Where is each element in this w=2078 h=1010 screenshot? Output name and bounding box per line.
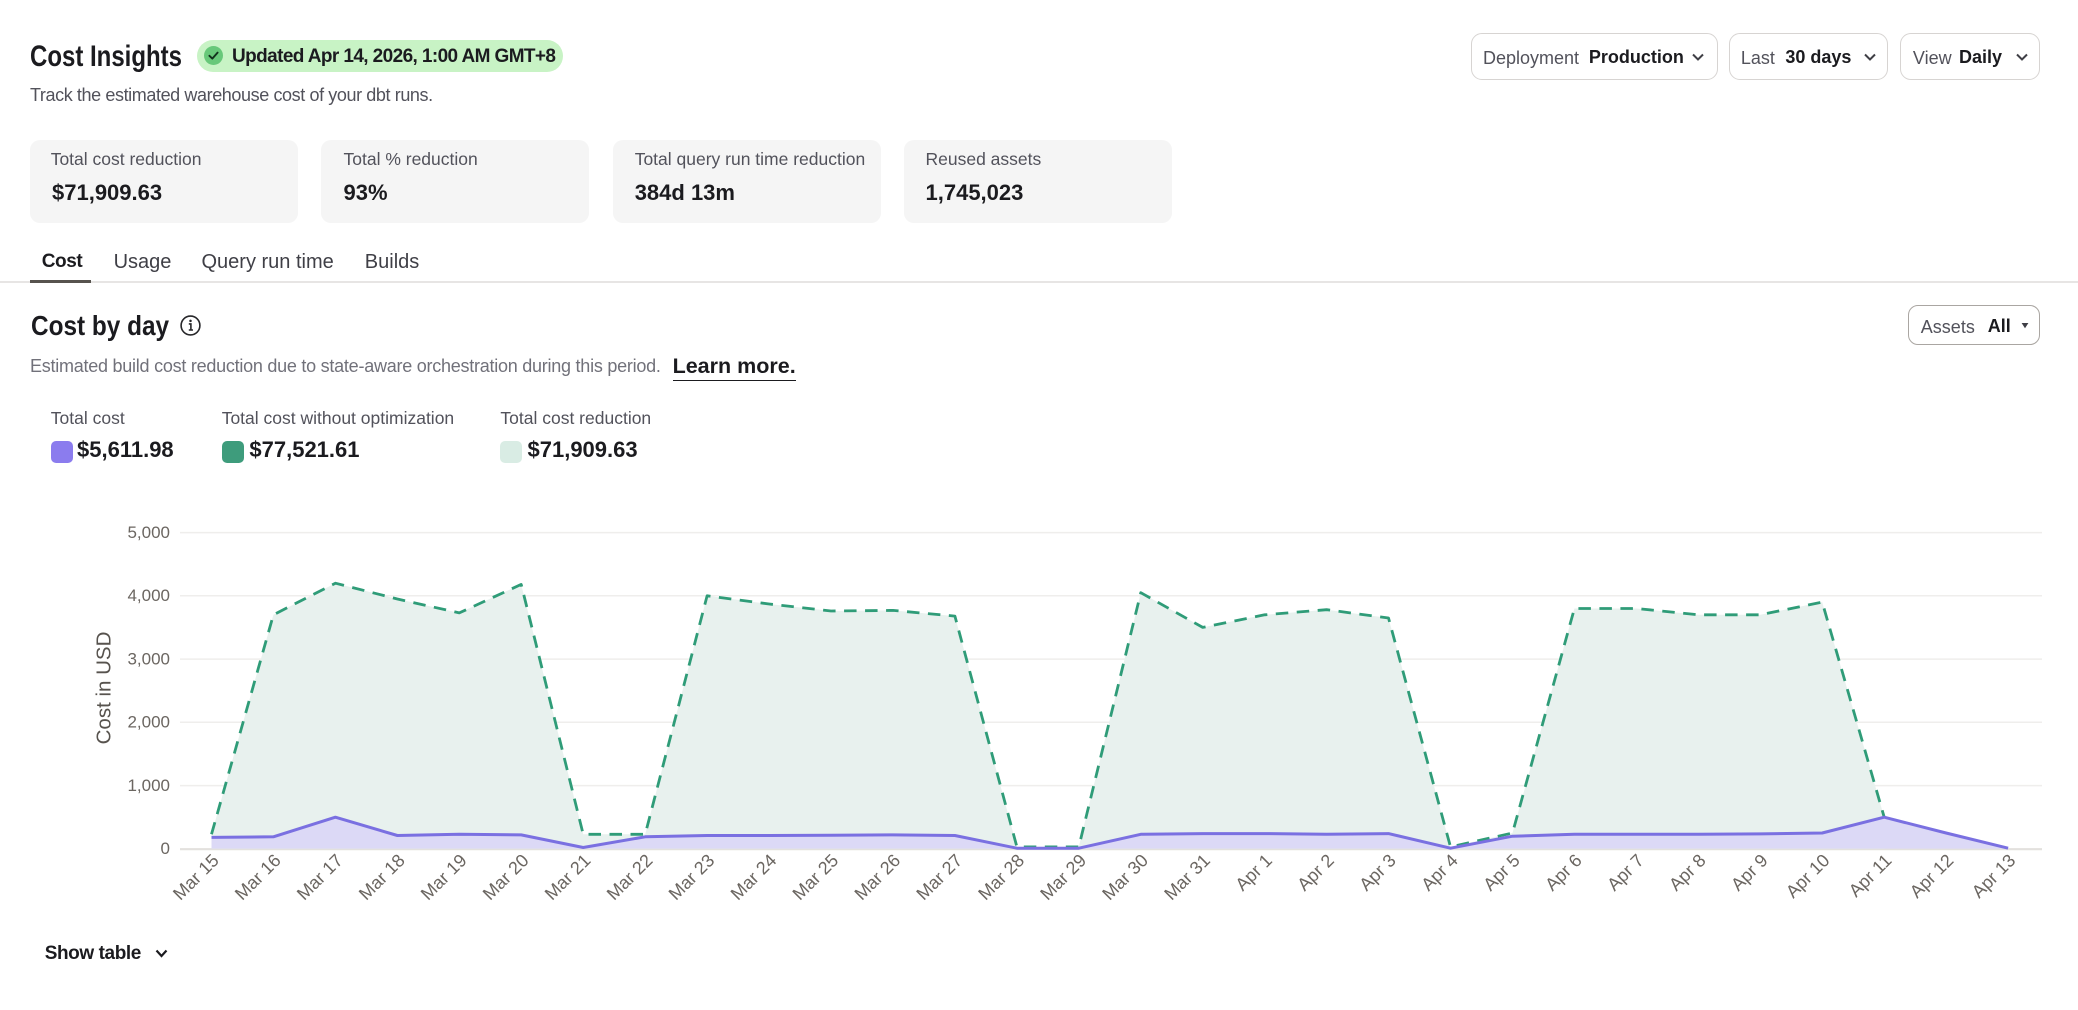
svg-text:Mar 19: Mar 19 bbox=[417, 850, 471, 904]
svg-text:Apr 13: Apr 13 bbox=[1968, 850, 2020, 902]
svg-text:5,000: 5,000 bbox=[127, 523, 170, 542]
svg-text:Mar 16: Mar 16 bbox=[231, 850, 285, 904]
svg-text:Mar 24: Mar 24 bbox=[727, 850, 781, 904]
svg-text:Apr 6: Apr 6 bbox=[1541, 850, 1586, 895]
svg-text:Mar 15: Mar 15 bbox=[169, 850, 223, 904]
svg-text:Mar 30: Mar 30 bbox=[1098, 850, 1152, 904]
svg-text:2,000: 2,000 bbox=[127, 713, 170, 732]
svg-text:Mar 21: Mar 21 bbox=[541, 850, 595, 904]
svg-text:Mar 18: Mar 18 bbox=[355, 850, 409, 904]
svg-text:Mar 28: Mar 28 bbox=[974, 850, 1028, 904]
svg-text:Apr 12: Apr 12 bbox=[1906, 850, 1958, 902]
svg-text:Apr 8: Apr 8 bbox=[1665, 850, 1710, 895]
svg-text:1,000: 1,000 bbox=[127, 776, 170, 795]
svg-text:Mar 31: Mar 31 bbox=[1160, 850, 1214, 904]
svg-text:Mar 29: Mar 29 bbox=[1036, 850, 1090, 904]
svg-text:Apr 9: Apr 9 bbox=[1727, 850, 1772, 895]
svg-text:Apr 11: Apr 11 bbox=[1845, 850, 1896, 901]
svg-text:Apr 5: Apr 5 bbox=[1479, 850, 1524, 895]
svg-text:Apr 2: Apr 2 bbox=[1293, 850, 1338, 895]
svg-text:Cost in USD: Cost in USD bbox=[93, 632, 116, 745]
svg-text:Mar 17: Mar 17 bbox=[293, 850, 347, 904]
svg-text:Apr 3: Apr 3 bbox=[1355, 850, 1400, 895]
svg-text:Mar 22: Mar 22 bbox=[603, 850, 657, 904]
svg-text:Mar 20: Mar 20 bbox=[479, 850, 533, 904]
svg-text:3,000: 3,000 bbox=[127, 649, 170, 668]
svg-text:Mar 25: Mar 25 bbox=[789, 850, 843, 904]
svg-text:Apr 1: Apr 1 bbox=[1231, 850, 1276, 895]
svg-text:Apr 7: Apr 7 bbox=[1603, 850, 1648, 895]
svg-text:Mar 23: Mar 23 bbox=[665, 850, 719, 904]
svg-text:Mar 26: Mar 26 bbox=[851, 850, 905, 904]
svg-text:Apr 4: Apr 4 bbox=[1417, 850, 1462, 895]
svg-text:0: 0 bbox=[161, 839, 170, 858]
svg-text:Mar 27: Mar 27 bbox=[912, 850, 966, 904]
svg-text:Apr 10: Apr 10 bbox=[1782, 850, 1834, 902]
svg-text:4,000: 4,000 bbox=[127, 586, 170, 605]
